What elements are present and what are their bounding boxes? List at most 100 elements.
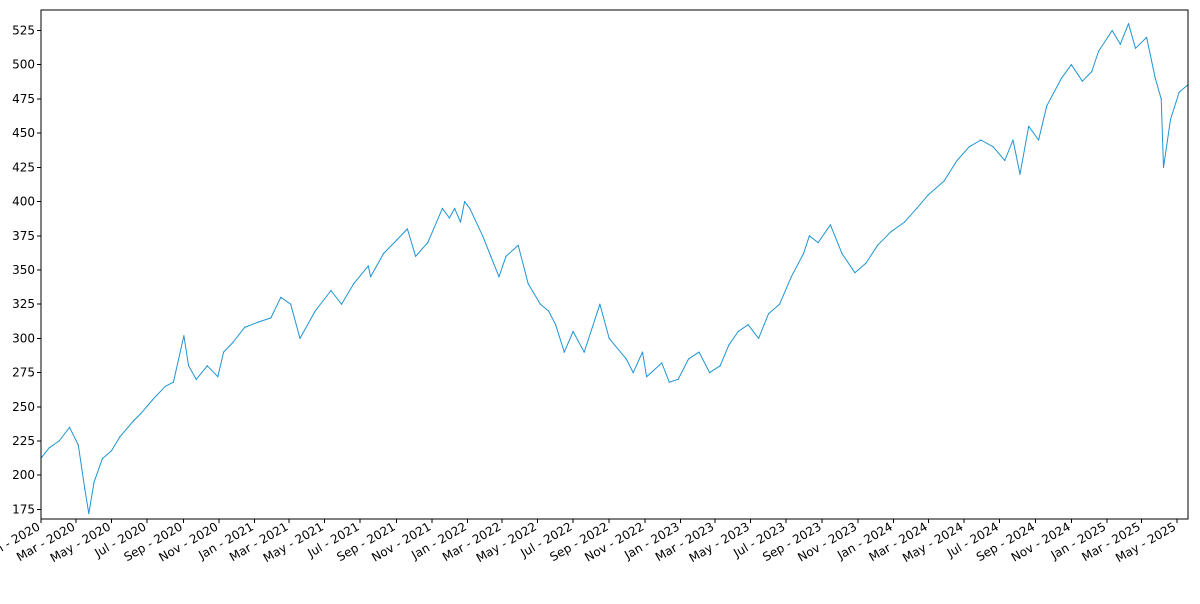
data-point [188, 365, 190, 367]
y-tick-label: 275 [12, 366, 35, 380]
data-point [677, 378, 679, 380]
data-point [527, 283, 529, 285]
data-point [583, 351, 585, 353]
data-point [698, 351, 700, 353]
data-point [280, 296, 282, 298]
data-point [992, 146, 994, 148]
y-tick-label: 425 [12, 160, 35, 174]
data-point [688, 358, 690, 360]
data-point [88, 512, 90, 515]
data-point [1060, 77, 1062, 79]
data-point [396, 239, 398, 241]
data-point [1134, 47, 1137, 49]
data-point [709, 372, 711, 374]
data-point [69, 426, 71, 428]
data-point [1012, 139, 1014, 141]
data-point [299, 337, 301, 339]
data-point [482, 235, 484, 237]
data-point [1154, 77, 1156, 79]
y-tick-label: 300 [12, 331, 35, 345]
data-point [244, 326, 246, 328]
data-point [498, 276, 500, 278]
data-point [448, 217, 450, 219]
data-point [758, 337, 760, 339]
data-point [232, 341, 234, 344]
data-point [427, 242, 429, 244]
data-point [183, 335, 185, 337]
data-point [719, 365, 721, 367]
y-tick-label: 225 [12, 434, 35, 448]
data-point [968, 146, 970, 148]
data-point [1119, 43, 1121, 45]
y-tick-label: 400 [12, 195, 35, 209]
series-group [41, 23, 1188, 515]
data-point [464, 201, 466, 203]
data-point [101, 458, 103, 460]
data-point [599, 303, 601, 305]
data-point [608, 337, 610, 339]
data-point [353, 283, 355, 285]
data-point [890, 231, 892, 233]
data-point [505, 255, 507, 257]
data-point [382, 253, 385, 255]
data-point [330, 289, 332, 292]
data-point [854, 272, 856, 274]
data-point [1070, 64, 1072, 66]
y-axis: 175 200 225 250 275 300 325 350 375 400 425 450 475 5… [12, 24, 41, 516]
data-point [572, 330, 574, 333]
data-point [77, 444, 79, 446]
data-point [314, 310, 316, 312]
data-point [1038, 139, 1040, 141]
data-point [943, 180, 945, 182]
data-point [1162, 166, 1165, 168]
data-point [555, 324, 557, 326]
data-point [1160, 98, 1162, 100]
data-point [632, 372, 634, 374]
data-point [48, 447, 50, 449]
data-point [1028, 125, 1030, 127]
data-point [1169, 118, 1172, 121]
data-point [1004, 159, 1006, 162]
data-point [370, 276, 372, 278]
data-point [290, 303, 292, 305]
data-point [58, 440, 60, 442]
data-point [258, 321, 260, 323]
data-point [415, 255, 417, 257]
data-point [469, 207, 471, 209]
data-point [737, 330, 739, 333]
data-point [195, 378, 197, 380]
data-point [548, 310, 550, 312]
data-point [661, 362, 663, 364]
data-point [454, 207, 456, 209]
data-point [728, 344, 730, 346]
y-tick-label: 475 [12, 92, 35, 106]
data-point [802, 253, 805, 255]
data-point [1178, 91, 1180, 93]
data-point [646, 376, 648, 378]
y-tick-label: 450 [12, 126, 35, 140]
data-point [539, 303, 542, 305]
data-point [1098, 50, 1100, 52]
y-tick-label: 250 [12, 400, 35, 414]
data-point [1046, 105, 1048, 107]
data-point [1091, 71, 1093, 73]
data-point [93, 481, 95, 483]
data-point [916, 207, 918, 209]
y-tick-label: 325 [12, 297, 35, 311]
data-point [1146, 36, 1148, 39]
data-point [172, 381, 174, 383]
data-point [641, 351, 644, 353]
plot-frame [40, 9, 1189, 520]
data-point [490, 255, 492, 257]
data-point [1081, 80, 1083, 82]
data-point [111, 450, 113, 452]
data-point [151, 399, 153, 401]
data-point [625, 358, 627, 360]
y-tick-label: 200 [12, 468, 35, 482]
data-point [164, 385, 166, 387]
y-tick-label: 175 [12, 502, 35, 516]
data-point [84, 488, 86, 490]
data-point [980, 139, 982, 141]
